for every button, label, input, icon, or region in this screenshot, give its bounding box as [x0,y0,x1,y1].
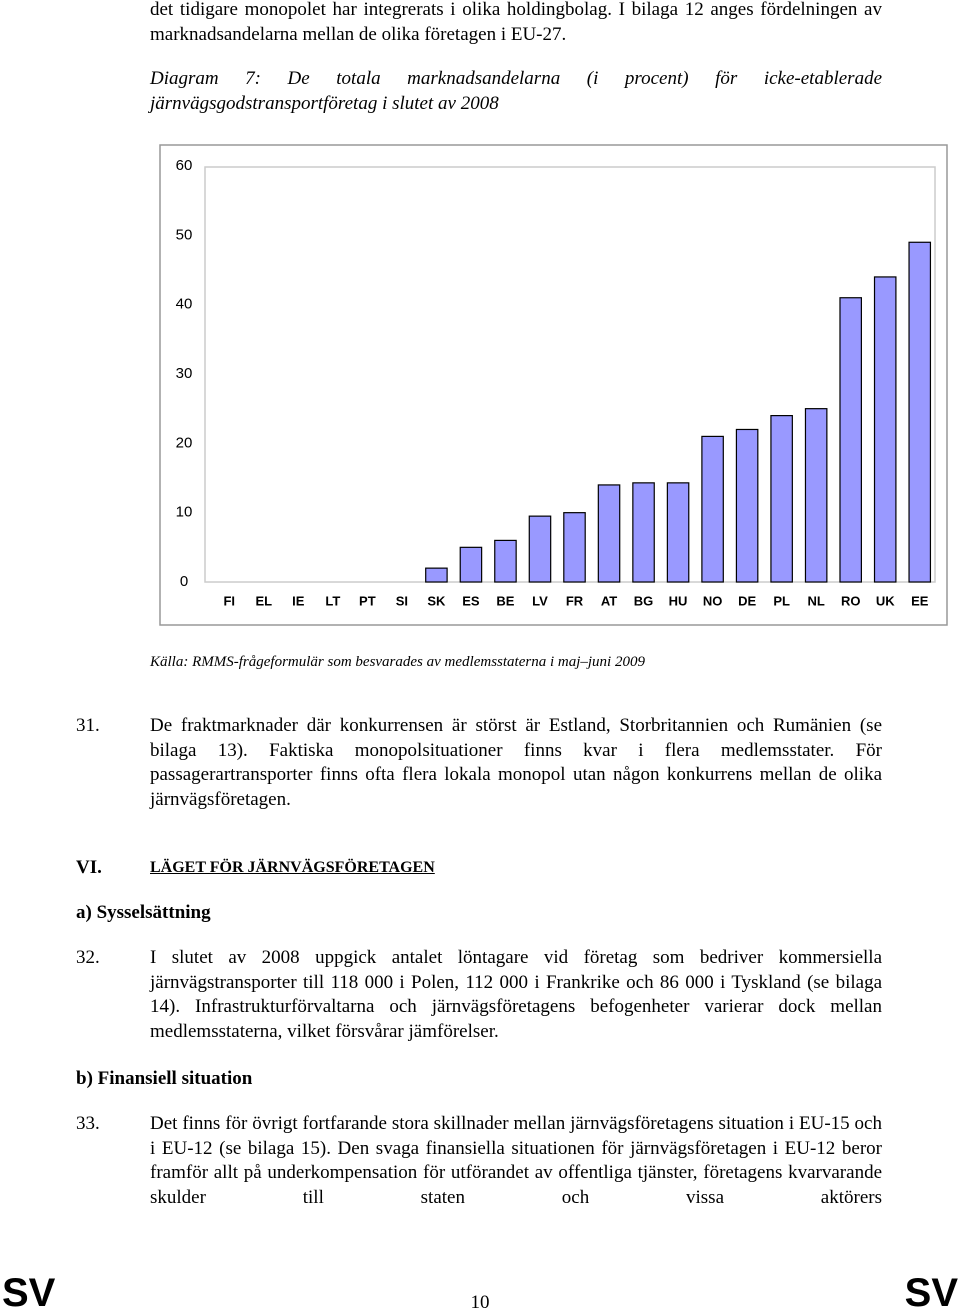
paragraph: I slutet av 2008 uppgick antalet löntaga… [150,947,882,1042]
x-tick-label: AT [601,593,617,608]
bar [804,408,828,583]
x-tick-label: SK [427,593,446,608]
x-tick-label: NO [703,593,723,608]
x-tick-label: LT [325,593,340,608]
subsection-heading: b) Finansiell situation [76,1068,253,1089]
paragraph: De fraktmarknader där konkurrensen är st… [150,715,882,810]
x-tick-label: BG [634,593,654,608]
bar [494,539,517,583]
chart-border [159,144,948,626]
x-tick-label: NL [807,593,824,608]
chart: 0 10 20 30 40 50 60 FI EL IE LT PT SI SK ES BE LV FR AT BG H… [159,144,948,626]
x-tick-label: IE [292,593,305,608]
x-tick-label: HU [669,593,688,608]
y-tick-label: 60 [176,157,193,174]
x-tick-label: LV [532,593,548,608]
paragraph-number: 33. [76,1113,100,1134]
subsection-heading: a) Sysselsättning [76,902,211,923]
x-tick-label: DE [738,593,756,608]
x-tick-label: UK [876,593,895,608]
bar [873,276,897,583]
bar [425,567,448,583]
x-tick-label: FI [223,593,235,608]
y-tick-label: 0 [180,573,188,590]
x-tick-label: BE [496,593,514,608]
bar [528,515,552,583]
section-number: VI. [76,857,102,878]
x-tick-label: PT [359,593,376,608]
page-number: 10 [470,1292,490,1313]
y-tick-label: 40 [176,296,193,313]
paragraph-number: 31. [76,715,100,736]
x-tick-label: FR [566,593,584,608]
y-tick-label: 20 [176,434,193,451]
bar [666,482,690,583]
paragraph-number: 32. [76,947,100,968]
bar [735,428,759,583]
x-tick-label: EE [911,593,929,608]
x-tick-label: PL [773,593,790,608]
bar [459,546,483,583]
bar [908,241,932,583]
diagram-caption: Diagram 7: De totala marknadsandelarna (… [150,68,882,114]
x-tick-label: ES [462,593,480,608]
footer-language: SV [904,1271,958,1315]
intro-paragraph: det tidigare monopolet har integrerats i… [150,0,882,45]
x-tick-label: EL [255,593,272,608]
bar [839,297,862,583]
bar [597,484,621,583]
footer-language: SV [2,1271,56,1315]
section-title: LÄGET FÖR JÄRNVÄGSFÖRETAGEN [150,859,435,876]
x-tick-label: RO [841,593,861,608]
bar [632,482,655,583]
paragraph: Det finns för övrigt fortfarande stora s… [150,1113,882,1208]
y-tick-label: 50 [176,226,193,243]
bar [563,512,586,583]
y-tick-label: 10 [176,504,193,521]
bar [701,435,724,583]
x-tick-label: SI [396,593,408,608]
y-tick-label: 30 [176,365,193,382]
chart-source: Källa: RMMS-frågeformulär som besvarades… [150,654,645,670]
bar [770,415,793,583]
